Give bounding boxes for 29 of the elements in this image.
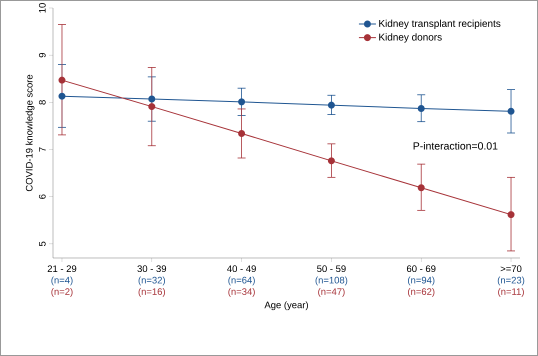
text: (n=16) [138, 288, 166, 297]
text: (n=62) [408, 288, 434, 297]
legend-label: Kidney donors [379, 33, 442, 43]
y-tick-label: 9 [38, 52, 46, 58]
text: (n=32) [138, 276, 166, 286]
y-tick-label: 6 [38, 194, 46, 199]
text: (n=11) [498, 288, 524, 297]
x-tick-label: 21 - 29 [48, 265, 76, 272]
x-tick-label: 50 - 59 [317, 265, 346, 272]
y-axis-title: COVID-19 knowledge score [26, 74, 34, 192]
y-tick-label: 10 [38, 3, 46, 13]
text: (n=47) [318, 288, 345, 297]
text: (n=2) [51, 288, 73, 297]
text: (n=23) [498, 276, 524, 286]
text: (n=94) [408, 276, 434, 286]
text: (n=64) [228, 276, 255, 286]
x-tick-label: 30 - 39 [137, 265, 166, 272]
x-tick-label: 40 - 49 [227, 265, 256, 272]
annotation: P-interaction=0.01 [414, 142, 498, 150]
text: (n=108) [316, 276, 348, 286]
x-tick-label: >=70 [500, 265, 522, 272]
text: (n=34) [228, 288, 255, 297]
y-tick-label: 7 [39, 147, 46, 152]
legend-label: Kidney transplant recipients [379, 20, 500, 29]
x-axis-title: Age (year) [264, 301, 308, 310]
y-tick-label: 5 [39, 242, 46, 246]
x-tick-label: 60 - 69 [406, 265, 436, 272]
text: (n=4) [51, 276, 73, 286]
y-tick-label: 8 [38, 100, 46, 105]
